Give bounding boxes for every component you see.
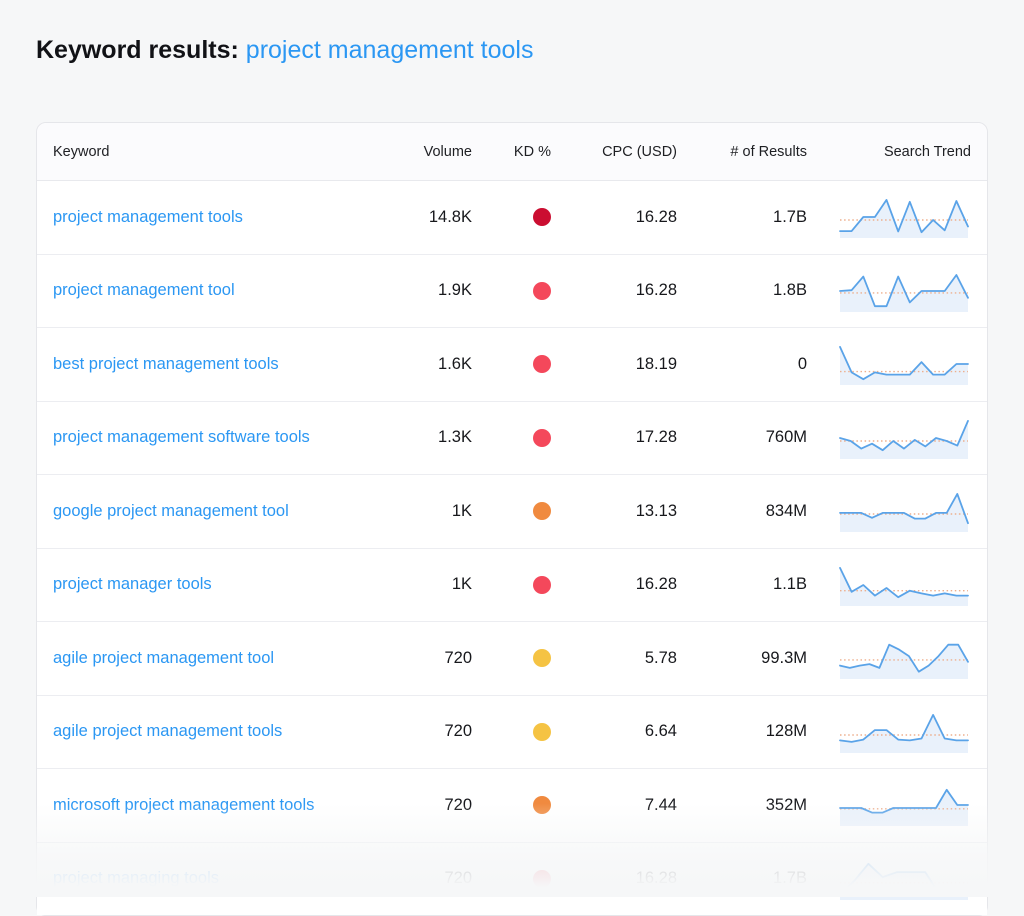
results-count: 0 [797, 354, 807, 373]
kd-difficulty-dot [533, 869, 551, 888]
table-header-row: Keyword Volume KD % CPC (USD) # of Resul… [37, 123, 987, 181]
cpc-value: 5.78 [644, 648, 677, 667]
table-row: agile project management tools 720 6.64 128… [37, 694, 987, 768]
search-trend-sparkline [839, 273, 969, 312]
search-trend-sparkline [839, 493, 969, 533]
search-trend-sparkline [839, 644, 969, 680]
column-header-search-trend: Search Trend [883, 143, 971, 160]
keyword-link[interactable]: agile project management tool [53, 648, 275, 667]
search-trend-sparkline [839, 566, 969, 606]
table-row: microsoft project management tools 720 7.4… [37, 768, 987, 842]
volume-value: 720 [444, 869, 472, 888]
table-row: project management tools 14.8K 16.28 1.7B [37, 181, 987, 254]
kd-difficulty-dot [533, 649, 551, 668]
volume-value: 1.6K [438, 354, 472, 373]
table-body: project management tools 14.8K 16.28 1.7B pr… [37, 181, 987, 915]
volume-value: 1.3K [438, 428, 472, 447]
column-header-cpc: CPC (USD) [602, 143, 677, 160]
results-count: 1.8B [773, 281, 807, 300]
keyword-link[interactable]: project manager tools [53, 575, 212, 594]
volume-value: 1K [451, 575, 472, 594]
kd-difficulty-dot [533, 428, 551, 447]
table-row: project managing tools 720 16.28 1.7B [37, 841, 987, 915]
column-header-keyword: Keyword [53, 143, 110, 160]
page-title: Keyword results: project management tool… [36, 34, 533, 66]
page-title-query: project management tools [245, 36, 534, 64]
cpc-value: 16.28 [635, 869, 677, 888]
volume-value: 14.8K [428, 207, 472, 226]
results-count: 1.1B [773, 575, 807, 594]
results-count: 1.7B [773, 207, 807, 226]
volume-value: 1K [451, 501, 472, 520]
column-header-kd: KD % [513, 143, 551, 160]
cpc-value: 17.28 [635, 428, 677, 447]
kd-difficulty-dot [533, 208, 551, 227]
kd-difficulty-dot [533, 502, 551, 521]
search-trend-sparkline [839, 713, 969, 753]
kd-difficulty-dot [533, 575, 551, 594]
results-count: 99.3M [761, 648, 807, 667]
search-trend-sparkline [839, 346, 969, 386]
keyword-link[interactable]: google project management tool [53, 501, 289, 520]
keyword-link[interactable]: agile project management tools [53, 722, 283, 741]
cpc-value: 13.13 [635, 501, 677, 520]
cpc-value: 16.28 [635, 207, 677, 226]
results-count: 128M [765, 722, 807, 741]
keyword-link[interactable]: microsoft project management tools [53, 795, 315, 814]
volume-value: 720 [444, 648, 472, 667]
kd-difficulty-dot [533, 281, 551, 300]
volume-value: 720 [444, 795, 472, 814]
table-row: project manager tools 1K 16.28 1.1B [37, 547, 987, 621]
cpc-value: 6.64 [644, 722, 677, 741]
keyword-link[interactable]: best project management tools [53, 354, 279, 373]
search-trend-sparkline [839, 862, 969, 900]
results-count: 1.7B [773, 869, 807, 888]
table-row: project management software tools 1.3K 17.… [37, 400, 987, 474]
search-trend-sparkline [839, 789, 969, 827]
keyword-link[interactable]: project management tools [53, 207, 243, 226]
kd-difficulty-dot [533, 796, 551, 815]
search-trend-sparkline [839, 199, 969, 239]
cpc-value: 16.28 [635, 281, 677, 300]
table-row: project management tool 1.9K 16.28 1.8B [37, 253, 987, 327]
keyword-link[interactable]: project managing tools [53, 869, 220, 888]
keyword-link[interactable]: project management software tools [53, 428, 310, 447]
kd-difficulty-dot [533, 722, 551, 741]
column-header-results: # of Results [730, 143, 807, 160]
page-title-label: Keyword results: [36, 36, 239, 64]
table-row: best project management tools 1.6K 18.19 0 [37, 327, 987, 401]
table-row: google project management tool 1K 13.13 834… [37, 474, 987, 548]
search-trend-sparkline [839, 419, 969, 459]
cpc-value: 7.44 [644, 795, 677, 814]
column-header-volume: Volume [423, 143, 472, 160]
kd-difficulty-dot [533, 355, 551, 374]
cpc-value: 16.28 [635, 575, 677, 594]
results-count: 834M [765, 501, 807, 520]
results-count: 760M [765, 428, 807, 447]
keyword-link[interactable]: project management tool [53, 281, 235, 300]
volume-value: 720 [444, 722, 472, 741]
results-count: 352M [765, 795, 807, 814]
volume-value: 1.9K [438, 281, 472, 300]
keyword-results-table: Keyword Volume KD % CPC (USD) # of Resul… [36, 122, 988, 916]
cpc-value: 18.19 [635, 354, 677, 373]
table-row: agile project management tool 720 5.78 99.3… [37, 621, 987, 695]
